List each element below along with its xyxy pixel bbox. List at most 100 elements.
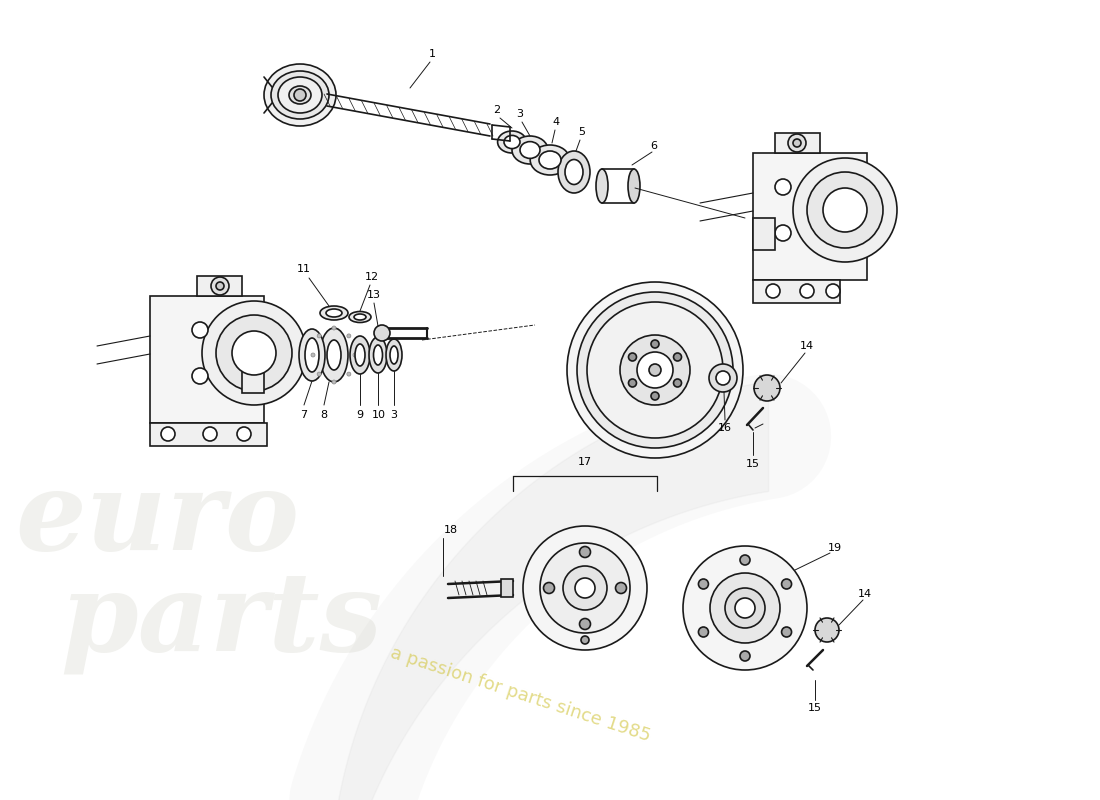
Circle shape [332, 380, 336, 384]
Text: 1: 1 [429, 49, 436, 59]
Ellipse shape [497, 131, 527, 153]
Ellipse shape [504, 135, 520, 149]
Ellipse shape [355, 344, 365, 366]
Ellipse shape [289, 86, 311, 104]
Ellipse shape [530, 145, 570, 175]
Circle shape [578, 292, 733, 448]
Ellipse shape [320, 328, 348, 382]
Circle shape [211, 277, 229, 295]
Circle shape [823, 188, 867, 232]
Circle shape [587, 302, 723, 438]
Circle shape [232, 331, 276, 375]
Circle shape [826, 284, 840, 298]
Ellipse shape [264, 64, 336, 126]
Ellipse shape [354, 314, 366, 320]
Circle shape [374, 325, 390, 341]
Ellipse shape [326, 309, 342, 317]
Circle shape [161, 427, 175, 441]
Text: 13: 13 [367, 290, 381, 300]
Text: 17: 17 [578, 457, 592, 467]
Ellipse shape [558, 151, 590, 193]
Bar [754, 218, 776, 250]
Circle shape [735, 598, 755, 618]
Circle shape [710, 573, 780, 643]
Circle shape [776, 179, 791, 195]
Text: 18: 18 [444, 525, 458, 535]
Circle shape [216, 315, 292, 391]
Circle shape [540, 543, 630, 633]
Circle shape [740, 555, 750, 565]
Text: 4: 4 [552, 117, 560, 127]
Text: 9: 9 [356, 410, 364, 420]
Circle shape [628, 379, 637, 387]
Ellipse shape [596, 169, 608, 203]
Circle shape [202, 301, 306, 405]
Circle shape [575, 578, 595, 598]
Ellipse shape [539, 151, 561, 169]
Circle shape [317, 372, 321, 376]
Circle shape [294, 89, 306, 101]
Polygon shape [754, 280, 840, 303]
Circle shape [616, 582, 627, 594]
Polygon shape [197, 276, 242, 296]
Circle shape [204, 427, 217, 441]
Polygon shape [150, 423, 267, 446]
Circle shape [800, 284, 814, 298]
Circle shape [580, 546, 591, 558]
Circle shape [620, 335, 690, 405]
Ellipse shape [349, 311, 371, 322]
Text: 12: 12 [365, 272, 380, 282]
Circle shape [581, 636, 589, 644]
Ellipse shape [271, 71, 329, 119]
Circle shape [793, 139, 801, 147]
Circle shape [698, 627, 708, 637]
Ellipse shape [299, 329, 324, 381]
Text: 14: 14 [858, 589, 872, 599]
Text: 14: 14 [800, 341, 814, 351]
Text: 3: 3 [390, 410, 397, 420]
Circle shape [192, 368, 208, 384]
Text: 15: 15 [746, 459, 760, 469]
Text: 19: 19 [828, 543, 843, 553]
Ellipse shape [350, 336, 370, 374]
Text: 5: 5 [579, 127, 585, 137]
Circle shape [776, 225, 791, 241]
Circle shape [698, 579, 708, 589]
Ellipse shape [374, 345, 383, 365]
Text: 11: 11 [297, 264, 311, 274]
Circle shape [683, 546, 807, 670]
Circle shape [815, 618, 839, 642]
Circle shape [236, 427, 251, 441]
Ellipse shape [386, 339, 402, 371]
Text: euro: euro [15, 466, 299, 574]
Ellipse shape [368, 337, 387, 373]
Ellipse shape [305, 338, 319, 372]
Circle shape [353, 353, 358, 357]
Text: 8: 8 [320, 410, 328, 420]
Circle shape [628, 353, 637, 361]
Circle shape [346, 372, 351, 376]
Text: 6: 6 [650, 141, 658, 151]
Text: 10: 10 [372, 410, 386, 420]
Text: 16: 16 [718, 423, 732, 433]
Circle shape [563, 566, 607, 610]
Ellipse shape [320, 306, 348, 320]
Text: 7: 7 [300, 410, 308, 420]
Circle shape [192, 322, 208, 338]
Ellipse shape [278, 77, 322, 113]
Bar [500, 579, 513, 597]
Circle shape [716, 371, 730, 385]
Circle shape [807, 172, 883, 248]
Text: 15: 15 [808, 703, 822, 713]
Circle shape [346, 334, 351, 338]
Circle shape [317, 334, 321, 338]
Ellipse shape [520, 142, 540, 158]
Circle shape [311, 353, 315, 357]
Polygon shape [776, 133, 820, 153]
Circle shape [673, 379, 682, 387]
Ellipse shape [628, 169, 640, 203]
Circle shape [782, 579, 792, 589]
Bar [242, 361, 264, 393]
Circle shape [543, 582, 554, 594]
Circle shape [651, 392, 659, 400]
